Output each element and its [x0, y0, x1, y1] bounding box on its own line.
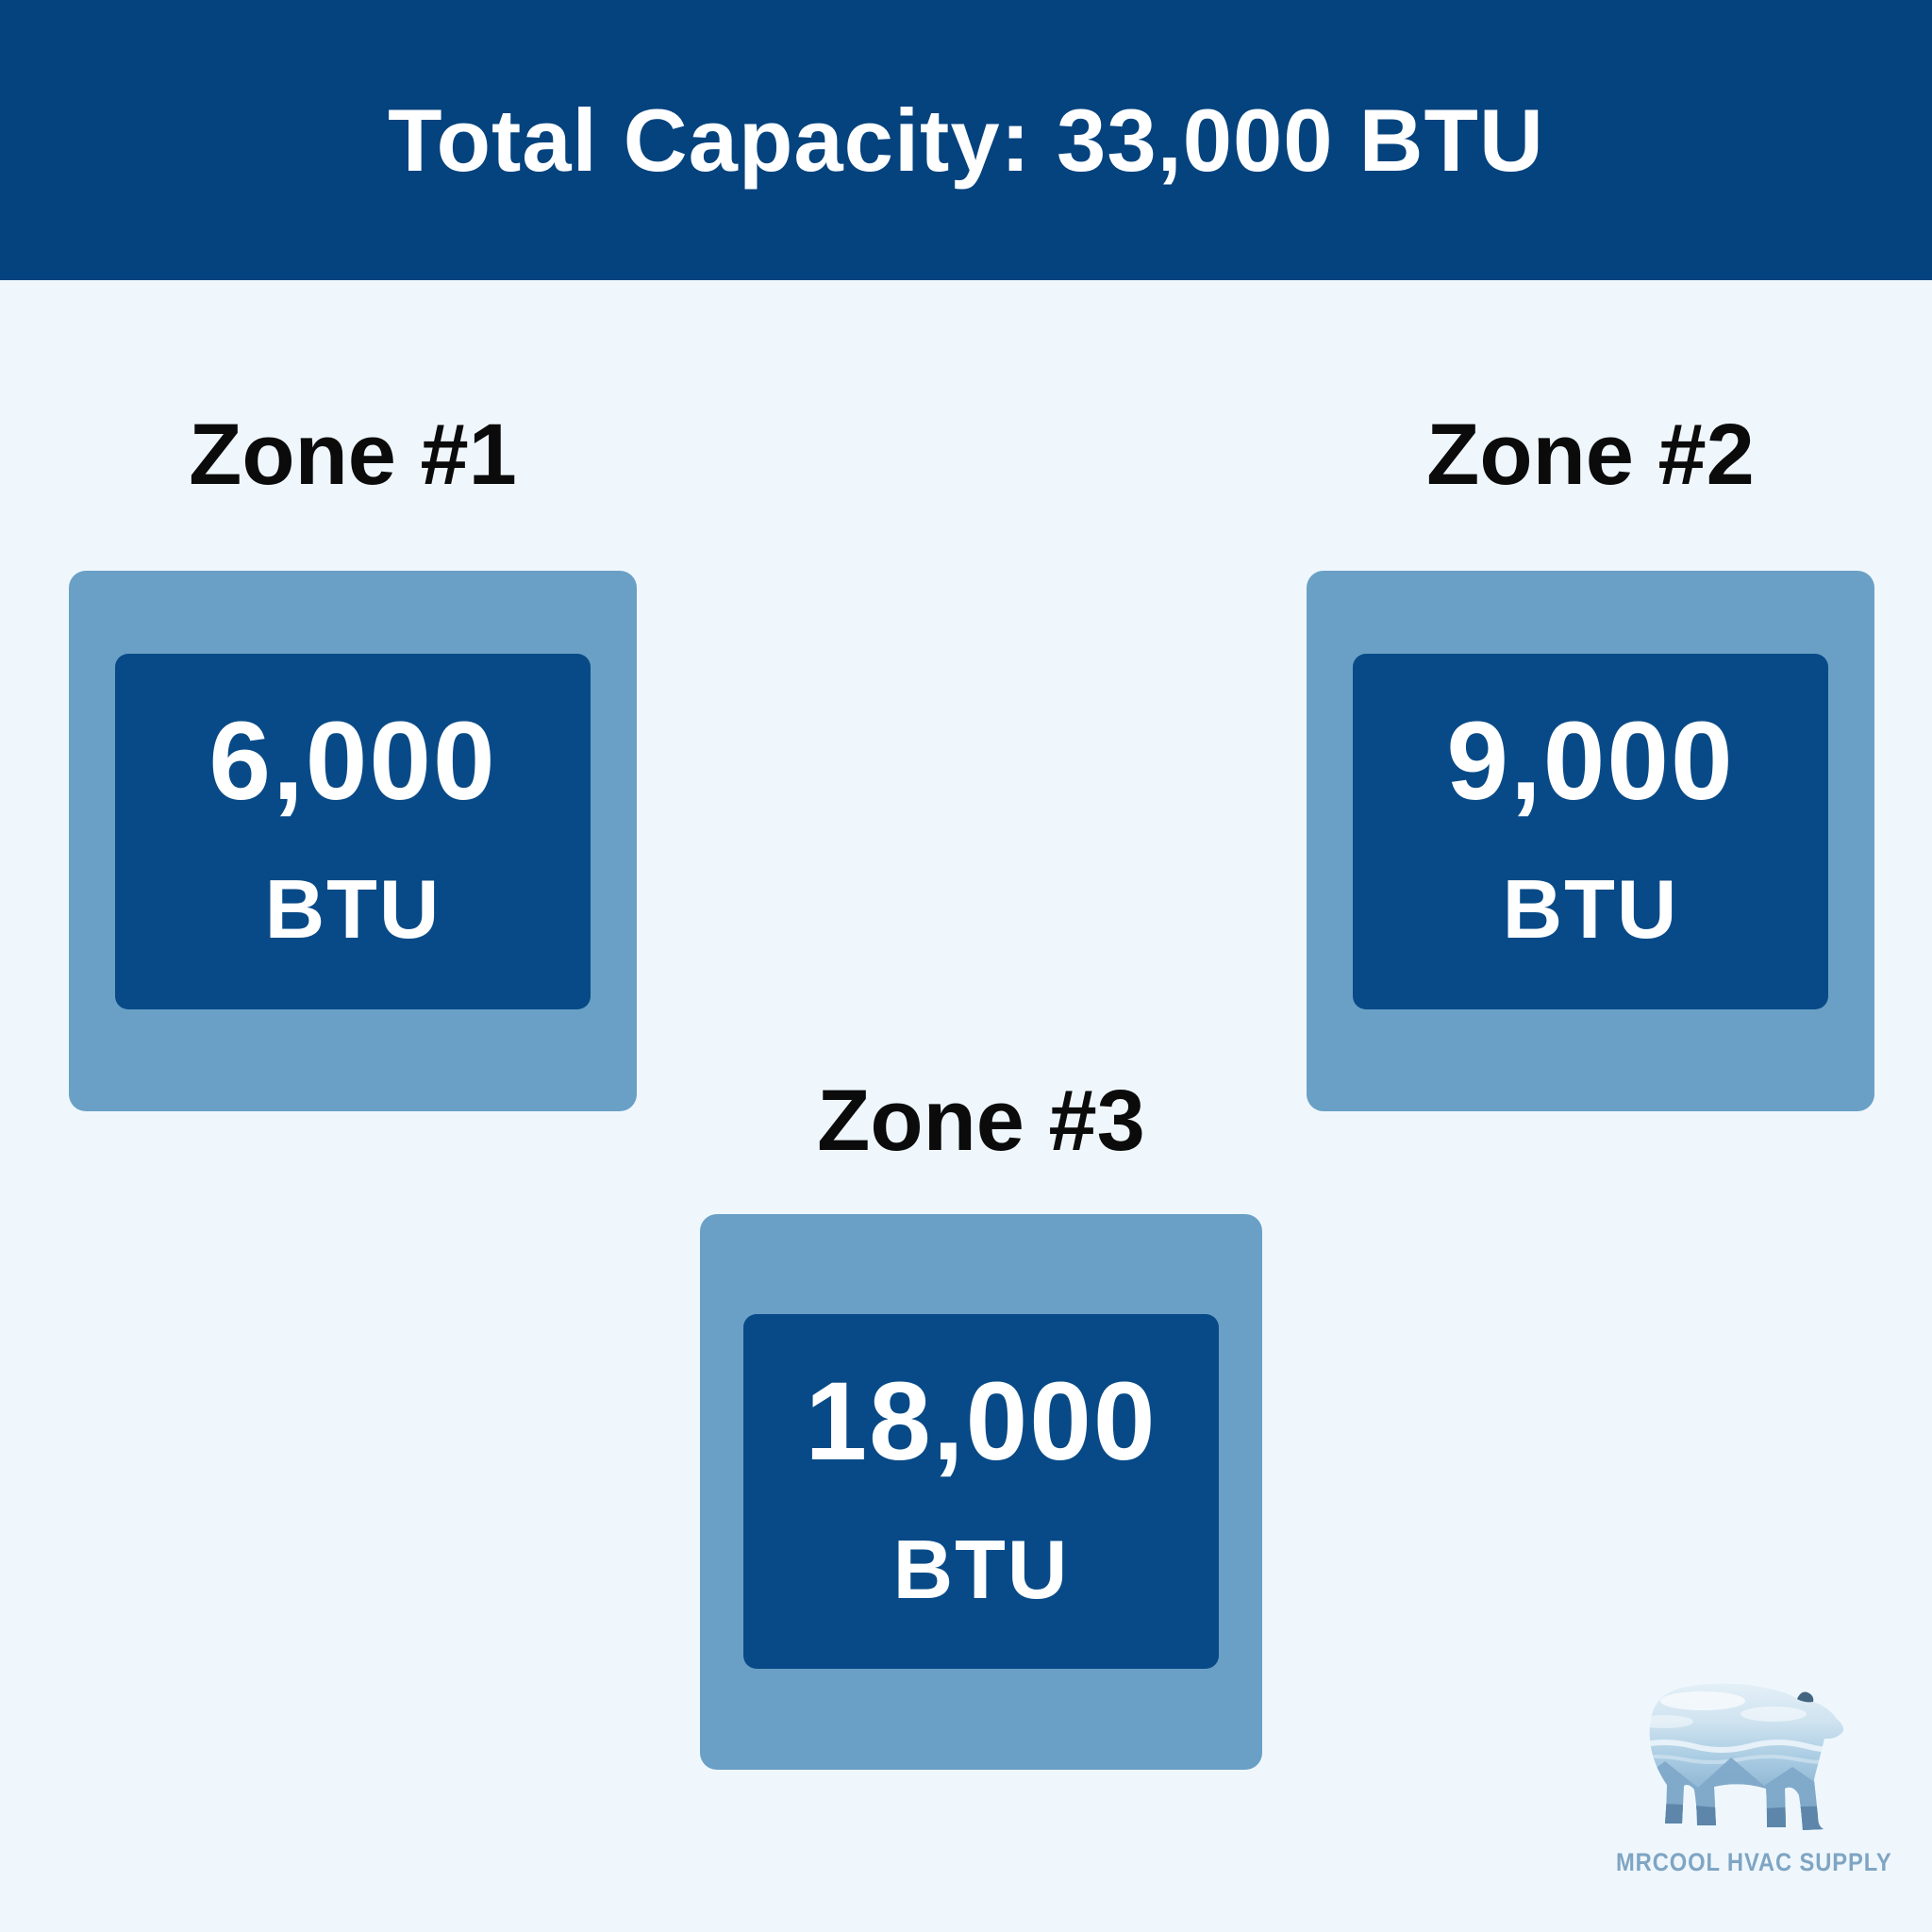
- zone-3-label: Zone #3: [817, 1073, 1145, 1169]
- zone-2-label: Zone #2: [1426, 407, 1755, 503]
- zone-2-value-card: 9,000 BTU: [1353, 654, 1828, 1009]
- zone-2-btu-unit: BTU: [1502, 861, 1679, 956]
- zone-2-btu-value: 9,000: [1446, 699, 1735, 824]
- zone-3-value-card: 18,000 BTU: [743, 1314, 1219, 1669]
- page-title: Total Capacity: 33,000 BTU: [388, 90, 1544, 190]
- brand-logo: MRCOOL HVAC SUPPLY: [1599, 1665, 1892, 1877]
- zone-1-label: Zone #1: [189, 407, 517, 503]
- zone-1-value-card: 6,000 BTU: [115, 654, 591, 1009]
- brand-name: MRCOOL HVAC SUPPLY: [1616, 1848, 1892, 1876]
- zone-1-btu-value: 6,000: [208, 699, 497, 824]
- zone-1-outer-box: 6,000 BTU: [69, 571, 637, 1111]
- header-band: Total Capacity: 33,000 BTU: [0, 0, 1932, 280]
- zone-3-btu-unit: BTU: [892, 1522, 1070, 1616]
- polar-bear-icon: [1649, 1683, 1844, 1830]
- zone-2-outer-box: 9,000 BTU: [1307, 571, 1874, 1111]
- zone-3-btu-value: 18,000: [805, 1359, 1158, 1484]
- zone-1-btu-unit: BTU: [264, 861, 441, 956]
- zone-3-outer-box: 18,000 BTU: [700, 1214, 1262, 1770]
